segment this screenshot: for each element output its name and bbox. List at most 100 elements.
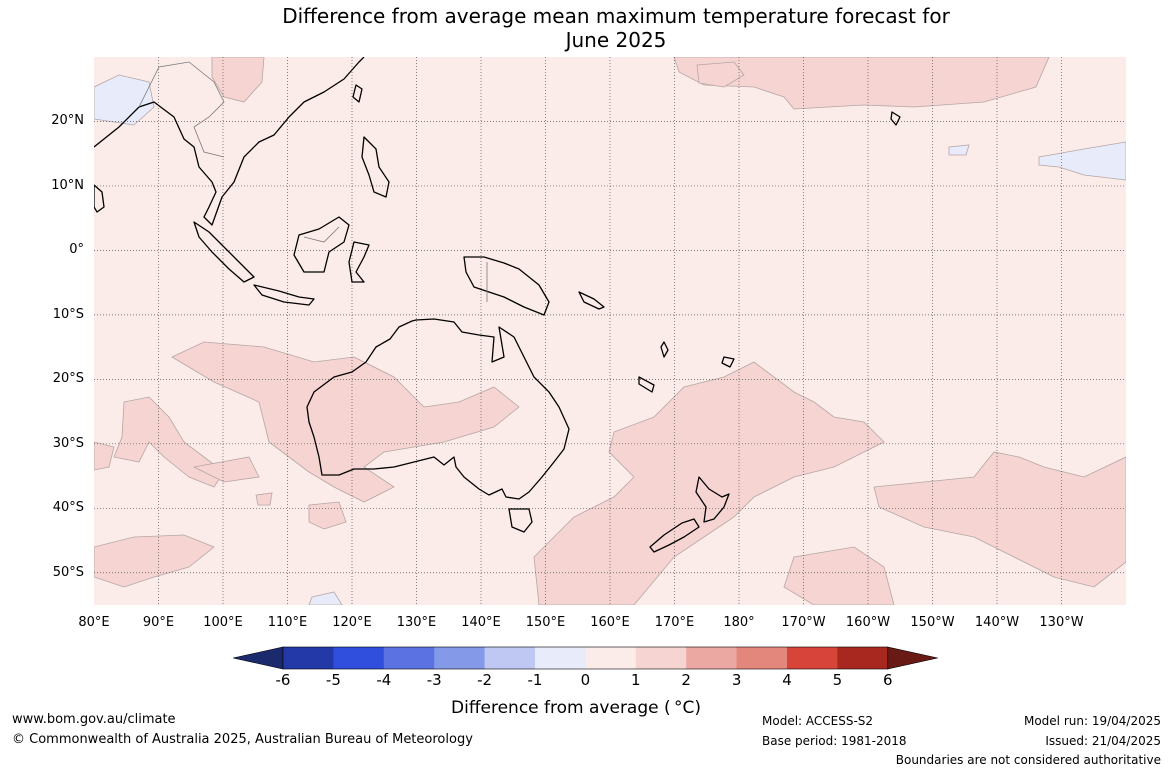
colorbar-tick-label: -5 xyxy=(325,671,341,689)
vanuatu-coastline xyxy=(660,341,669,358)
latitude-label: 0° xyxy=(69,242,84,258)
borneo-border xyxy=(303,226,340,243)
colorbar-tick-label: -6 xyxy=(275,671,291,689)
indian-ocean-warm-patch-1 xyxy=(113,396,225,488)
anomaly-1-to-2-regions xyxy=(94,57,1126,605)
new-zealand-north-island xyxy=(695,476,730,523)
tasman-warm-region xyxy=(533,361,885,605)
longitude-label: 120°E xyxy=(332,615,372,630)
colorbar-tick-label: 3 xyxy=(731,671,742,689)
latitude-label: 10°S xyxy=(52,306,84,322)
map-svg xyxy=(94,57,1126,605)
south-indian-warm-patch xyxy=(94,534,215,588)
sri-lanka-coastline xyxy=(94,184,105,213)
longitude-label: 170°E xyxy=(654,615,695,630)
longitude-label: 130°W xyxy=(1039,615,1084,630)
coastlines xyxy=(94,57,901,553)
colorbar-segment xyxy=(837,647,889,669)
philippines-coastline xyxy=(361,136,390,198)
latitude-label: 30°S xyxy=(52,435,84,451)
longitude-label: 140°W xyxy=(974,615,1020,630)
colorbar-segment xyxy=(585,647,637,669)
longitude-label: 80°E xyxy=(78,615,110,630)
hawaii-coastline xyxy=(890,111,901,126)
indian-ocean-warm-patch-3 xyxy=(192,456,260,483)
longitude-label: 150°W xyxy=(910,615,955,630)
java-coastline xyxy=(253,284,315,306)
colorbar-tick-label: -2 xyxy=(477,671,493,689)
longitude-label: 100°E xyxy=(203,615,243,630)
longitude-label: 170°W xyxy=(781,615,826,630)
new-guinea-coastline xyxy=(463,256,550,316)
southern-ocean-warm-patch xyxy=(783,546,895,605)
nw-pacific-warm-patch xyxy=(696,61,745,88)
colorbar-segment xyxy=(283,647,334,669)
issued-date: Issued: 21/04/2025 xyxy=(1045,734,1161,748)
colorbar-segment xyxy=(686,647,738,669)
colorbar xyxy=(233,646,938,670)
colorbar-label: Difference from average ( °C) xyxy=(451,698,702,718)
colorbar-tick-label: 1 xyxy=(631,671,641,689)
longitude-label: 90°E xyxy=(142,615,175,630)
title-line-1: Difference from average mean maximum tem… xyxy=(282,4,950,28)
forecast-map[interactable] xyxy=(94,57,1126,605)
indian-ocean-warm-patch-5 xyxy=(308,501,347,530)
australia-warm-region xyxy=(171,341,520,503)
model-run-date: Model run: 19/04/2025 xyxy=(1023,714,1161,728)
colorbar-tick-label: -4 xyxy=(376,671,392,689)
colorbar-extend-low xyxy=(233,646,284,670)
taiwan-coastline xyxy=(352,84,363,103)
east-pacific-cool-patch xyxy=(1038,141,1126,181)
boundaries-disclaimer: Boundaries are not considered authoritat… xyxy=(895,753,1161,767)
colorbar-tick-label: -1 xyxy=(527,671,543,689)
colorbar-tick-label: 4 xyxy=(782,671,792,689)
fiji-coastline xyxy=(721,356,735,368)
country-borders xyxy=(138,61,488,302)
latitude-label: 40°S xyxy=(52,500,84,516)
sulawesi-coastline xyxy=(348,241,370,283)
model-name: Model: ACCESS-S2 xyxy=(762,714,874,728)
colorbar-tick-label: 6 xyxy=(883,671,893,689)
solomon-islands-coastline xyxy=(578,291,605,310)
lat-lon-grid xyxy=(94,57,1126,605)
bom-url[interactable]: www.bom.gov.au/climate xyxy=(12,712,176,727)
new-caledonia-coastline xyxy=(638,376,655,393)
colorbar-segment xyxy=(383,647,435,669)
map-title: Difference from average mean maximum tem… xyxy=(0,4,1173,52)
indian-ocean-warm-patch-2 xyxy=(94,441,115,471)
anomaly-minus1-to-0-regions xyxy=(94,74,1126,605)
latitude-label: 50°S xyxy=(52,564,84,580)
sumatra-coastline xyxy=(193,221,255,283)
copyright-notice: © Commonwealth of Australia 2025, Austra… xyxy=(12,732,473,747)
indochina-borders xyxy=(138,61,225,158)
colorbar-tick-label: 5 xyxy=(832,671,843,689)
longitude-label: 150°E xyxy=(525,615,566,630)
latitude-label: 10°N xyxy=(51,177,84,193)
longitude-label: 180° xyxy=(723,615,755,630)
longitude-label: 130°E xyxy=(396,615,437,630)
title-line-2: June 2025 xyxy=(565,28,667,52)
colorbar-tick-label: -3 xyxy=(426,671,442,689)
tasmania-coastline xyxy=(508,508,533,533)
base-period: Base period: 1981-2018 xyxy=(762,734,907,748)
southeast-asia-warm-region xyxy=(211,57,265,103)
colorbar-segment xyxy=(484,647,536,669)
new-zealand-south-island xyxy=(649,518,700,553)
bay-of-bengal-cool-patch xyxy=(94,74,155,126)
longitude-label: 160°W xyxy=(845,615,891,630)
hawaii-east-cool-patch xyxy=(948,144,970,156)
indian-ocean-warm-patch-4 xyxy=(255,492,273,506)
colorbar-extend-high xyxy=(887,646,938,670)
mainland-asia-coastline xyxy=(94,57,365,226)
longitude-label: 140°E xyxy=(461,615,501,630)
longitude-label: 160°E xyxy=(590,615,630,630)
southern-ocean-cool-patch xyxy=(308,591,343,605)
colorbar-tick-label: 0 xyxy=(580,671,591,689)
colorbar-segment xyxy=(333,647,385,669)
longitude-label: 110°E xyxy=(267,615,308,630)
borneo-coastline xyxy=(293,216,350,273)
latitude-label: 20°S xyxy=(52,371,84,387)
colorbar-segment xyxy=(787,647,838,669)
colorbar-segment xyxy=(736,647,788,669)
colorbar-tick-label: 2 xyxy=(681,671,691,689)
